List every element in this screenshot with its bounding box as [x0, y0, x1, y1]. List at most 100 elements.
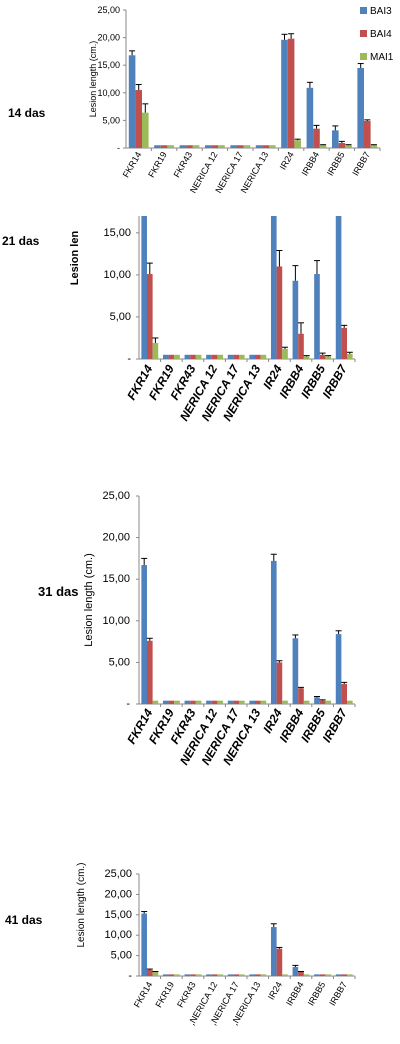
bar-bai3-ir24 [270, 927, 277, 976]
bar-bai4-nerica17 [236, 145, 244, 148]
bar-mai1-nerica13 [269, 145, 276, 148]
bar-bai4-irbb7 [341, 327, 348, 359]
bar-bai4-fkr43 [190, 700, 196, 704]
bar-bai3-irbb5 [314, 697, 320, 704]
bar-mai1-ir24 [294, 140, 302, 148]
bar-mai1-fkr19 [174, 700, 180, 704]
bar-bai3-fkr19 [162, 700, 169, 704]
bar-bai4-fkr19 [168, 974, 175, 976]
panel-day-label: 14 das [8, 106, 46, 120]
bar-bai3-nerica12 [206, 700, 212, 704]
x-category-label: IRBB7 [350, 150, 372, 178]
bar-bai3-nerica12 [204, 145, 212, 148]
bar-mai1-irbb7 [347, 974, 353, 976]
x-category-label: IRBB5 [325, 150, 347, 178]
bar-bai4-irbb7 [363, 120, 371, 148]
bar-mai1-fkr43 [192, 145, 200, 148]
x-category-label: FKR19 [153, 980, 176, 1009]
bar-bai3-nerica12 [206, 354, 212, 359]
bar-bai4-fkr19 [160, 145, 168, 148]
bar-bai4-irbb5 [319, 700, 326, 704]
bar-bai3-nerica17 [227, 700, 234, 704]
bar-mai1-irbb5 [345, 145, 352, 148]
bar-bai4-irbb4 [298, 688, 304, 704]
y-tick-label: 20,00 [102, 532, 130, 544]
bar-bai4-irbb7 [341, 974, 348, 976]
bar-bai4-fkr14 [146, 969, 153, 976]
bar-bai3-fkr14 [141, 216, 147, 359]
bar-bai3-nerica13 [255, 145, 263, 148]
bar-bai4-irbb5 [319, 354, 326, 359]
y-tick-label: 10,00 [104, 929, 132, 941]
bar-mai1-irbb5 [325, 356, 332, 359]
panel-day-label: 31 das [38, 584, 78, 599]
bar-bai4-nerica13 [254, 974, 261, 976]
bar-bai3-irbb5 [314, 274, 320, 359]
y-tick-label: 10,00 [97, 88, 120, 98]
chart-panel-4: 41 das Lesion length (cm.) - 5,00 10,00 15,00… [5, 862, 356, 1027]
x-category-label: IRBB7 [327, 980, 349, 1008]
y-tick-label: - [117, 143, 120, 153]
bar-mai1-nerica17 [239, 974, 245, 976]
bar-mai1-fkr14 [152, 700, 159, 704]
bar-bai4-fkr43 [190, 354, 196, 359]
bar-mai1-irbb5 [325, 974, 332, 976]
y-tick-label: 15,00 [97, 60, 120, 70]
bar-mai1-fkr19 [174, 974, 180, 976]
bar-bai4-nerica12 [211, 354, 218, 359]
chart-panel-2: 21 das Lesion len-5,0010,0015,00FKR14FKR1… [2, 216, 356, 423]
bar-bai3-ir24 [281, 39, 288, 148]
y-axis-label: Lesion len [69, 231, 81, 286]
bar-bai4-nerica12 [211, 974, 218, 976]
bar-bai3-fkr43 [179, 145, 187, 148]
bar-bai3-fkr43 [184, 700, 191, 704]
bar-bai3-ir24 [270, 560, 277, 704]
y-tick-label: 15,00 [102, 573, 130, 585]
x-category-label: IRBB4 [284, 980, 306, 1008]
bar-bai3-irbb4 [292, 967, 299, 976]
y-axis-label: Lesion length (cm.) [83, 553, 95, 647]
bar-mai1-nerica13 [260, 700, 267, 704]
x-category-label: FKR43 [172, 150, 195, 179]
bar-bai4-nerica17 [233, 700, 240, 704]
bar-bai3-fkr14 [128, 55, 136, 148]
bar-bai3-irbb4 [292, 638, 299, 704]
bar-bai4-nerica12 [211, 700, 218, 704]
y-tick-label: - [126, 698, 130, 710]
bar-mai1-nerica13 [260, 974, 267, 976]
bar-bai4-irbb4 [298, 333, 304, 359]
bar-bai4-nerica17 [233, 974, 240, 976]
chart-panel-3: 31 das Lesion length (cm.) - 5,00 10,00 15,00… [38, 490, 356, 767]
bar-bai4-fkr14 [135, 90, 143, 148]
bar-bai4-fkr43 [190, 974, 196, 976]
bar-mai1-irbb7 [347, 700, 353, 704]
bar-bai4-irbb4 [313, 128, 320, 148]
bar-bai4-irbb5 [319, 974, 326, 976]
legend-label-mai1: MAI1 [370, 52, 394, 63]
bar-bai3-nerica13 [249, 974, 255, 976]
y-axis-label: Lesion length (cm.) [76, 862, 87, 947]
bar-mai1-irbb4 [303, 974, 310, 976]
bar-bai4-nerica12 [211, 145, 219, 148]
bar-bai3-nerica13 [249, 354, 255, 359]
bar-bai3-nerica12 [206, 974, 212, 976]
y-tick-label: 25,00 [97, 5, 120, 15]
bar-mai1-nerica13 [260, 354, 267, 359]
x-category-label: FKR43 [175, 980, 198, 1009]
bar-bai3-irbb7 [335, 216, 342, 359]
bar-mai1-nerica17 [239, 700, 245, 704]
bar-mai1-ir24 [282, 700, 288, 704]
bar-bai3-nerica17 [227, 974, 234, 976]
bar-mai1-fkr43 [195, 354, 202, 359]
x-category-label: IRBB4 [300, 150, 322, 178]
bar-bai3-nerica17 [227, 354, 234, 359]
bar-bai3-irbb7 [335, 634, 342, 704]
bar-bai3-irbb4 [306, 87, 314, 148]
bar-mai1-irbb4 [319, 145, 327, 148]
bar-bai3-fkr43 [184, 974, 191, 976]
bar-bai4-ir24 [287, 38, 295, 149]
bar-bai4-ir24 [276, 266, 283, 359]
legend-swatch-bai3 [360, 7, 367, 14]
bar-mai1-irbb4 [303, 356, 310, 359]
x-category-label: IR24 [266, 980, 284, 1001]
